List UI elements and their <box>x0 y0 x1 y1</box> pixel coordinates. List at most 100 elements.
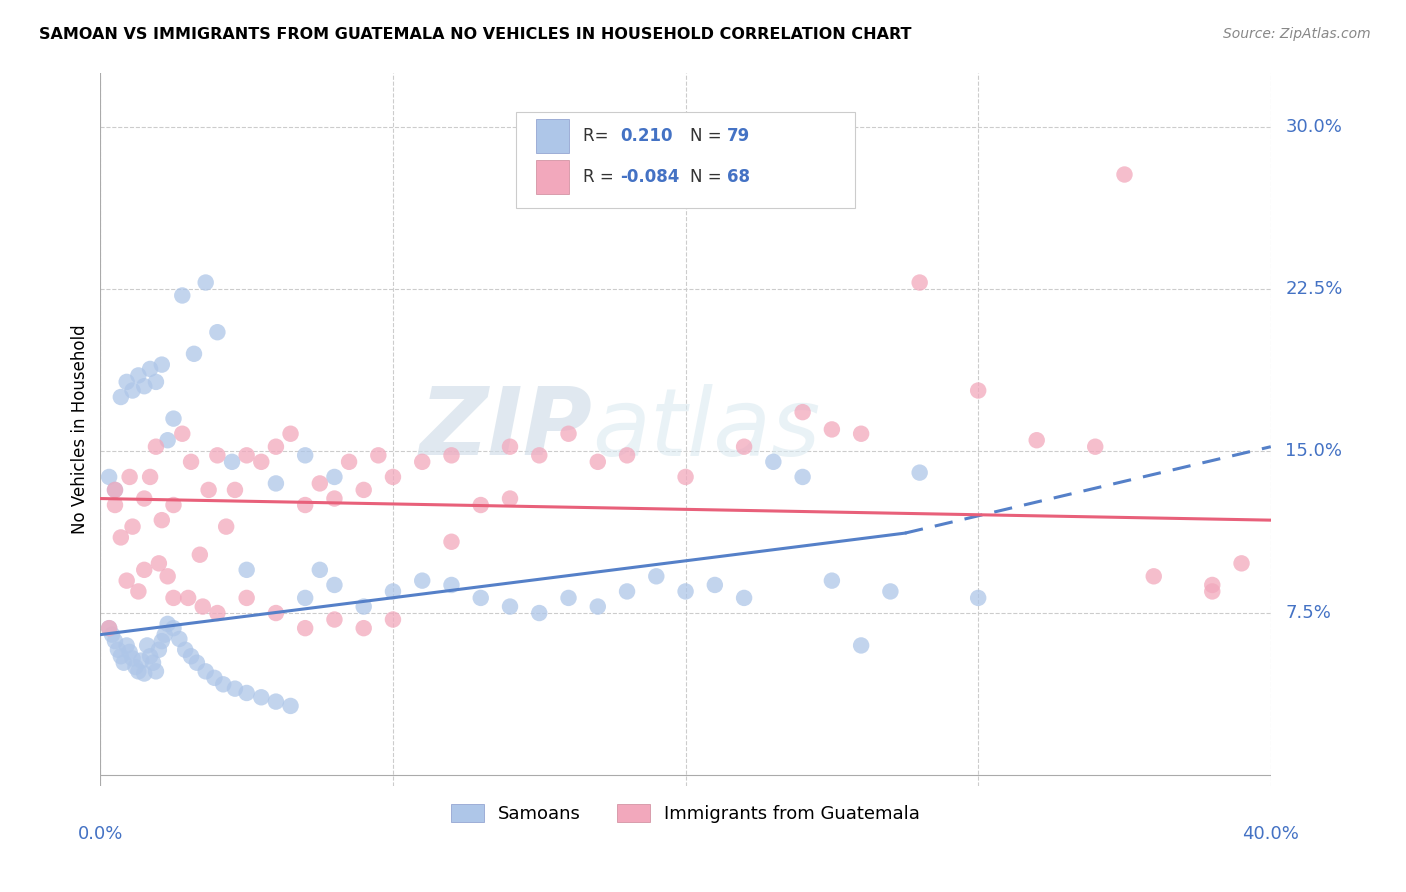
Point <box>172 426 194 441</box>
Point <box>197 483 219 497</box>
Point <box>586 455 609 469</box>
Point <box>215 519 238 533</box>
Point <box>908 466 931 480</box>
Point <box>645 569 668 583</box>
Point <box>440 534 463 549</box>
Point <box>139 470 162 484</box>
Point <box>150 358 173 372</box>
Point <box>180 455 202 469</box>
Point <box>294 621 316 635</box>
Point <box>235 591 257 605</box>
Point <box>139 362 162 376</box>
Point <box>156 616 179 631</box>
Point <box>174 642 197 657</box>
Point <box>124 660 146 674</box>
Point <box>250 455 273 469</box>
Point <box>98 621 121 635</box>
Point <box>127 368 149 383</box>
Point <box>264 606 287 620</box>
Point <box>381 470 404 484</box>
Point <box>1114 168 1136 182</box>
Point <box>1201 578 1223 592</box>
Point <box>499 599 522 614</box>
Point <box>381 584 404 599</box>
Point <box>353 483 375 497</box>
Point <box>110 390 132 404</box>
Point <box>792 405 814 419</box>
Point <box>98 470 121 484</box>
Point <box>250 690 273 705</box>
Point <box>308 476 330 491</box>
Text: 79: 79 <box>727 127 749 145</box>
Point <box>127 584 149 599</box>
Text: ZIP: ZIP <box>419 384 592 475</box>
Point <box>675 584 697 599</box>
Point <box>1230 557 1253 571</box>
Point <box>224 681 246 696</box>
Point <box>134 563 156 577</box>
Point <box>177 591 200 605</box>
Point <box>224 483 246 497</box>
Text: 68: 68 <box>727 168 749 186</box>
Point <box>148 557 170 571</box>
Point <box>207 448 229 462</box>
Point <box>115 375 138 389</box>
Point <box>557 591 579 605</box>
Point <box>127 665 149 679</box>
Point <box>323 491 346 506</box>
Point <box>294 591 316 605</box>
Text: 7.5%: 7.5% <box>1285 604 1331 622</box>
Point <box>110 530 132 544</box>
Point <box>499 491 522 506</box>
Point <box>142 656 165 670</box>
Point <box>134 379 156 393</box>
Point <box>183 347 205 361</box>
Point <box>156 569 179 583</box>
Point <box>323 613 346 627</box>
Point <box>235 448 257 462</box>
Point <box>849 426 872 441</box>
Point <box>153 627 176 641</box>
Point <box>101 627 124 641</box>
Point <box>121 519 143 533</box>
Point <box>134 491 156 506</box>
Text: atlas: atlas <box>592 384 820 475</box>
Point <box>235 686 257 700</box>
Point <box>180 649 202 664</box>
Point <box>110 649 132 664</box>
Point <box>104 483 127 497</box>
Point <box>294 448 316 462</box>
Point <box>204 671 226 685</box>
Text: 15.0%: 15.0% <box>1285 442 1343 460</box>
Point <box>616 448 638 462</box>
Point <box>98 621 121 635</box>
Point <box>156 434 179 448</box>
Point <box>107 642 129 657</box>
Text: N =: N = <box>690 168 721 186</box>
Y-axis label: No Vehicles in Household: No Vehicles in Household <box>72 325 89 534</box>
Text: N =: N = <box>690 127 721 145</box>
Point <box>139 649 162 664</box>
Point <box>145 375 167 389</box>
Point <box>207 325 229 339</box>
Point <box>733 440 755 454</box>
Point <box>145 440 167 454</box>
Point <box>115 574 138 588</box>
Point <box>148 642 170 657</box>
Point <box>821 574 844 588</box>
Point <box>280 426 302 441</box>
Point <box>529 448 551 462</box>
Text: -0.084: -0.084 <box>620 168 679 186</box>
Point <box>264 695 287 709</box>
Text: 22.5%: 22.5% <box>1285 280 1343 298</box>
Point <box>381 613 404 627</box>
Point <box>762 455 785 469</box>
Point <box>104 498 127 512</box>
Point <box>150 634 173 648</box>
Point <box>557 426 579 441</box>
Point <box>499 440 522 454</box>
Point <box>169 632 191 646</box>
Point <box>323 578 346 592</box>
Point <box>212 677 235 691</box>
Text: Source: ZipAtlas.com: Source: ZipAtlas.com <box>1223 27 1371 41</box>
